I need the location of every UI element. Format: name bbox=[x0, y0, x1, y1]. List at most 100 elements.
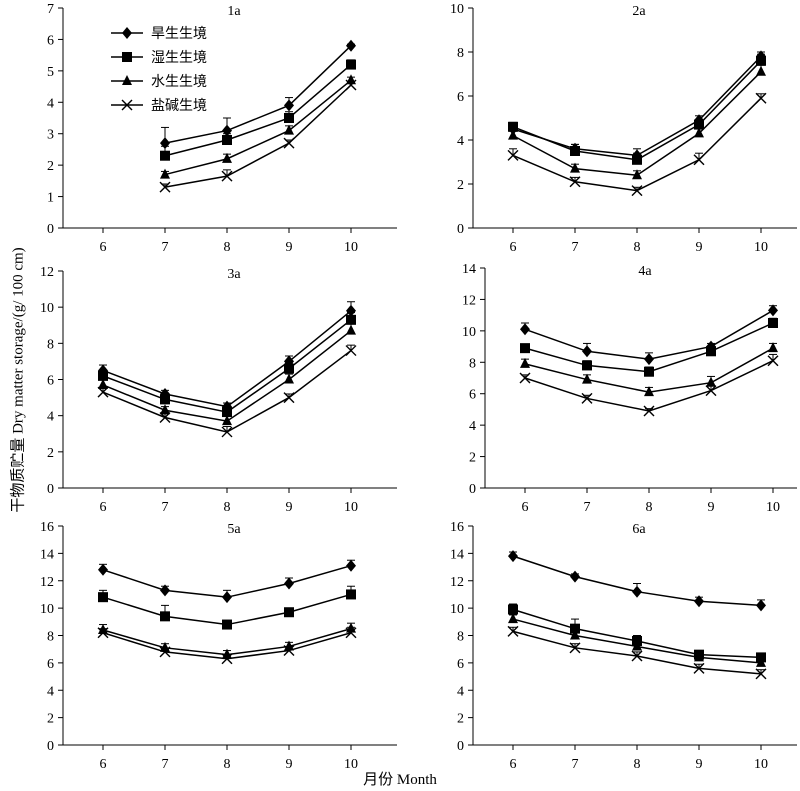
data-point-triangle bbox=[582, 373, 592, 384]
y-tick-label: 6 bbox=[47, 33, 54, 48]
data-point-square bbox=[98, 370, 108, 381]
data-point-triangle bbox=[98, 378, 108, 389]
x-tick-label: 8 bbox=[224, 500, 231, 515]
data-point-square bbox=[632, 154, 642, 165]
y-tick-label: 16 bbox=[40, 520, 54, 535]
data-point-triangle bbox=[570, 629, 580, 640]
y-tick-label: 5 bbox=[47, 65, 54, 80]
series-line bbox=[164, 79, 352, 176]
y-tick-label: 4 bbox=[47, 684, 54, 699]
legend-label: 旱生生境 bbox=[151, 26, 207, 42]
y-tick-label: 4 bbox=[47, 410, 54, 425]
data-point-triangle bbox=[222, 152, 232, 163]
data-point-cross-stroke bbox=[345, 79, 357, 91]
x-tick-label: 9 bbox=[696, 757, 703, 772]
x-tick-label: 8 bbox=[634, 240, 641, 255]
y-tick-label: 2 bbox=[47, 159, 54, 174]
y-tick-label: 8 bbox=[457, 46, 464, 61]
data-point-cross-stroke bbox=[345, 345, 357, 357]
data-point-cross-stroke bbox=[283, 645, 295, 657]
y-tick-label: 10 bbox=[40, 301, 54, 316]
data-point-triangle bbox=[632, 640, 642, 651]
data-point-cross-stroke bbox=[643, 405, 655, 417]
data-point-triangle bbox=[284, 373, 294, 384]
data-point-diamond bbox=[346, 39, 356, 52]
x-tick-label: 10 bbox=[344, 757, 358, 772]
x-tick-label: 6 bbox=[100, 757, 107, 772]
data-point-cross-stroke bbox=[581, 392, 593, 404]
data-point-square bbox=[160, 394, 170, 405]
y-tick-label: 2 bbox=[469, 451, 476, 466]
y-tick-label: 10 bbox=[462, 325, 476, 340]
y-tick-label: 8 bbox=[47, 337, 54, 352]
legend-marker-square bbox=[122, 52, 132, 62]
data-point-cross-stroke bbox=[221, 170, 233, 182]
x-tick-label: 6 bbox=[100, 240, 107, 255]
data-point-cross-stroke bbox=[221, 426, 233, 438]
data-point-cross-stroke bbox=[631, 650, 643, 662]
chart-panel-5a: 0 2 4 6 8 10 12 14 16 6 7 8 9 10 5a bbox=[40, 520, 397, 772]
data-point-square bbox=[346, 589, 356, 600]
data-point-square bbox=[756, 55, 766, 66]
chart-panel-6a: 0 2 4 6 8 10 12 14 16 6 7 8 9 10 6a bbox=[450, 520, 797, 772]
y-tick-label: 2 bbox=[47, 712, 54, 727]
data-point-diamond bbox=[508, 550, 518, 563]
data-point-cross-stroke bbox=[631, 185, 643, 197]
data-point-diamond bbox=[346, 559, 356, 572]
y-tick-label: 14 bbox=[462, 262, 476, 277]
data-point-triangle bbox=[570, 162, 580, 173]
data-point-triangle bbox=[756, 656, 766, 667]
y-tick-label: 6 bbox=[47, 374, 54, 389]
y-tick-label: 0 bbox=[47, 222, 54, 237]
series-line bbox=[164, 64, 352, 157]
data-point-cross-stroke bbox=[159, 411, 171, 423]
data-point-diamond bbox=[284, 99, 294, 112]
x-tick-label: 6 bbox=[510, 757, 517, 772]
y-tick-label: 2 bbox=[47, 446, 54, 461]
data-point-triangle bbox=[284, 124, 294, 135]
y-tick-label: 8 bbox=[47, 630, 54, 645]
data-point-cross-stroke bbox=[159, 646, 171, 658]
x-tick-label: 7 bbox=[584, 500, 591, 515]
y-tick-label: 10 bbox=[450, 2, 464, 17]
data-point-diamond bbox=[570, 570, 580, 583]
x-tick-label: 9 bbox=[286, 500, 293, 515]
x-tick-label: 10 bbox=[344, 240, 358, 255]
data-point-cross-stroke bbox=[705, 385, 717, 397]
y-tick-label: 0 bbox=[469, 482, 476, 497]
data-point-diamond bbox=[632, 585, 642, 598]
data-point-square bbox=[570, 623, 580, 634]
data-point-cross-stroke bbox=[519, 372, 531, 384]
data-point-square bbox=[160, 611, 170, 622]
data-point-triangle bbox=[644, 386, 654, 397]
chart-panel-4a: 0 2 4 6 8 10 12 14 6 7 8 9 10 4a bbox=[462, 262, 797, 515]
data-point-diamond bbox=[98, 563, 108, 576]
data-point-square bbox=[160, 150, 170, 161]
x-tick-label: 8 bbox=[646, 500, 653, 515]
data-point-cross-stroke bbox=[283, 392, 295, 404]
panel-title: 5a bbox=[227, 522, 241, 537]
data-point-square bbox=[284, 113, 294, 123]
panel-title: 1a bbox=[227, 4, 241, 19]
chart-panel-2a: 0 2 4 6 8 10 6 7 8 9 10 2a bbox=[450, 2, 797, 255]
series-line bbox=[512, 60, 762, 161]
data-point-cross-stroke bbox=[345, 627, 357, 639]
data-point-square bbox=[706, 346, 716, 357]
y-tick-label: 6 bbox=[457, 90, 464, 105]
data-point-square bbox=[346, 59, 356, 70]
data-point-cross-stroke bbox=[283, 137, 295, 149]
data-point-cross-stroke bbox=[693, 662, 705, 674]
y-tick-label: 6 bbox=[469, 388, 476, 403]
x-axis-label: 月份 Month bbox=[363, 772, 437, 788]
legend-marker-diamond bbox=[122, 27, 132, 39]
data-point-diamond bbox=[520, 323, 530, 336]
x-tick-label: 9 bbox=[708, 500, 715, 515]
y-tick-label: 0 bbox=[457, 222, 464, 237]
x-tick-label: 7 bbox=[572, 757, 579, 772]
data-point-square bbox=[520, 343, 530, 354]
chart-panel-3a: 0 2 4 6 8 10 12 6 7 8 9 10 3a bbox=[40, 265, 397, 515]
y-tick-label: 14 bbox=[450, 547, 464, 562]
x-tick-label: 8 bbox=[634, 757, 641, 772]
data-point-diamond bbox=[644, 353, 654, 366]
y-tick-label: 0 bbox=[47, 739, 54, 754]
